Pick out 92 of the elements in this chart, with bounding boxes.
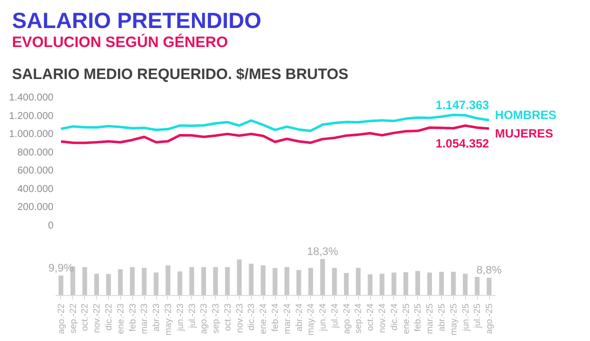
bar [392, 272, 396, 295]
x-tick-label: ene.-24 [258, 304, 268, 334]
x-tick-label: sep.-22 [68, 304, 78, 334]
bar [130, 267, 135, 295]
x-tick-label: may.-25 [448, 304, 458, 336]
bar [213, 267, 218, 295]
bar [439, 272, 444, 295]
series-label: HOMBRES [495, 108, 556, 122]
bar [486, 278, 492, 295]
bar [201, 267, 206, 295]
x-tick-label: dic.-23 [246, 304, 256, 331]
line-series [60, 114, 490, 132]
x-tick-label: ago.-22 [56, 304, 66, 334]
x-tick-label: mar.-25 [424, 304, 435, 334]
x-tick-label: sep.-23 [210, 304, 221, 334]
x-tick-label: ago.-24 [341, 304, 352, 334]
bar [308, 268, 314, 295]
bar [451, 272, 456, 295]
x-tick-label: nov.-24 [377, 304, 388, 333]
bar [332, 268, 337, 295]
x-tick-label: abr.-25 [436, 304, 446, 332]
text: SALARIO MEDIO REQUERIDO. $/MES BRUTOS [12, 66, 348, 83]
x-tick-label: jun.-25 [460, 304, 470, 332]
chart-subtitle: EVOLUCION SEGÚN GÉNERO [12, 34, 228, 51]
bar [118, 269, 123, 295]
y-tick-label: 200.000 [17, 202, 54, 214]
bar [344, 272, 349, 295]
data-label: 8,8% [476, 264, 502, 277]
bar [403, 272, 408, 295]
bar [236, 259, 242, 295]
x-tick-label: jul.-23 [186, 304, 197, 330]
data-label: 18,3% [306, 246, 338, 258]
y-tick-label: 0 [48, 220, 54, 232]
bar [427, 272, 432, 295]
x-tick-label: feb.-25 [412, 304, 423, 332]
bar [142, 268, 147, 295]
annotation: 1.054.352 [436, 136, 490, 151]
x-tick-label: may.-24 [306, 304, 316, 336]
x-tick-label: mar.-24 [282, 304, 292, 334]
bar [356, 268, 361, 295]
bar [177, 271, 182, 295]
chart-title: SALARIO PRETENDIDO [12, 8, 262, 34]
bar [284, 267, 290, 295]
y-tick-label: 400.000 [17, 184, 54, 195]
bar [225, 267, 230, 295]
x-tick-label: feb.-23 [127, 304, 138, 332]
x-tick-label: may.-23 [162, 304, 173, 336]
x-tick-label: oct.-24 [365, 304, 376, 332]
x-tick-label: oct.-23 [222, 304, 232, 332]
bar [474, 276, 480, 295]
x-tick-label: nov.-22 [92, 304, 102, 333]
data-label: 9,9% [48, 262, 74, 275]
x-tick-label: dic.-24 [388, 304, 399, 331]
bar [106, 274, 111, 295]
x-tick-label: jul.-24 [329, 304, 340, 330]
y-tick-label: 600.000 [17, 166, 54, 177]
bar [94, 274, 99, 295]
x-tick-label: mar.-23 [139, 304, 150, 334]
bar [296, 270, 302, 295]
x-tick-label: ene.-23 [115, 304, 126, 334]
x-tick-label: jun.-23 [174, 304, 185, 332]
bar [380, 274, 384, 295]
x-tick-label: abr.-23 [151, 304, 162, 332]
bar [248, 264, 254, 295]
x-tick-label: jun.-24 [318, 304, 328, 332]
bar [368, 274, 373, 295]
bar [462, 274, 468, 295]
bar [415, 271, 420, 295]
annotation: 1.147.363 [436, 98, 490, 112]
x-tick-label: ago.-23 [198, 304, 209, 334]
y-tick-label: 800.000 [17, 147, 54, 158]
bar [260, 265, 266, 295]
y-tick-label: 1.000.000 [9, 129, 54, 140]
x-tick-label: sep.-24 [353, 304, 364, 334]
bar [320, 259, 325, 295]
y-tick-label: 1.200.000 [9, 110, 54, 122]
bar [166, 265, 170, 295]
x-tick-label: dic.-22 [104, 304, 114, 331]
x-tick-label: oct.-22 [80, 304, 90, 332]
bar [82, 267, 88, 295]
x-tick-label: jul.-25 [472, 304, 482, 330]
x-tick-label: ago.-25 [484, 304, 494, 334]
bar [272, 268, 278, 295]
y-tick-label: 1.400.000 [9, 92, 54, 104]
x-tick-label: feb.-24 [270, 304, 280, 332]
bar [154, 272, 158, 295]
x-tick-label: abr.-24 [294, 304, 304, 332]
bar [58, 276, 64, 295]
bar [189, 267, 194, 295]
x-tick-label: ene.-25 [400, 304, 411, 334]
series-label: MUJERES [495, 126, 554, 141]
x-tick-label: nov.-23 [234, 304, 244, 333]
